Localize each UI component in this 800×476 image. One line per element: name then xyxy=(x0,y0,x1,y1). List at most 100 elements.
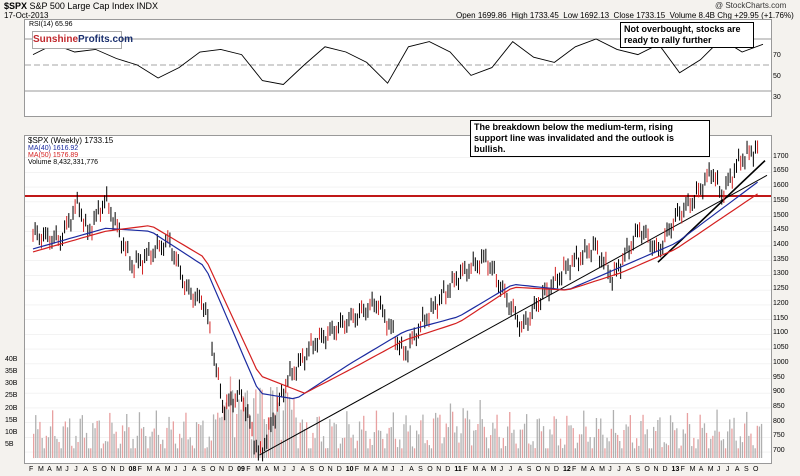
exchange: INDX xyxy=(136,1,158,11)
volume-bar xyxy=(487,448,490,458)
volume-bar xyxy=(538,418,540,458)
x-tick-label: J xyxy=(291,466,295,473)
volume-bar xyxy=(566,415,568,458)
x-tick-label: O xyxy=(427,466,433,473)
x-tick-label: J xyxy=(173,466,178,473)
volume-bar xyxy=(121,425,124,458)
quote-line: Open 1699.86 High 1733.45 Low 1692.13 Cl… xyxy=(456,11,794,20)
volume-bar xyxy=(303,428,306,458)
x-tick-label: J xyxy=(391,466,395,473)
symbol: $SPX xyxy=(4,1,28,11)
volume-bar xyxy=(45,435,47,458)
x-tick-label: D xyxy=(228,466,234,473)
price-tick: 750 xyxy=(773,432,785,440)
x-tick-label: S xyxy=(200,466,206,473)
x-tick-label: D xyxy=(445,466,451,473)
volume-bar xyxy=(733,417,735,458)
volume-bar xyxy=(401,448,403,458)
volume-bar xyxy=(380,430,382,458)
volume-bar xyxy=(441,443,443,458)
volume-bar xyxy=(739,436,741,458)
x-tick-label: D xyxy=(553,466,559,473)
volume-bar xyxy=(246,390,248,458)
price-tick: 800 xyxy=(773,417,785,425)
volume-bar xyxy=(530,444,532,458)
volume-bar xyxy=(551,434,553,458)
volume-bar xyxy=(337,448,339,458)
volume-bar xyxy=(100,448,102,458)
volume-bar xyxy=(250,439,253,458)
volume-bar xyxy=(549,429,551,458)
x-tick-label: M xyxy=(38,466,44,473)
volume-bar xyxy=(557,445,560,458)
volume-bar xyxy=(416,430,418,458)
price-tick: 1300 xyxy=(773,270,789,278)
volume-bar xyxy=(701,427,703,458)
volume-bar xyxy=(591,448,593,458)
volume-bar xyxy=(422,414,424,458)
volume-bar xyxy=(358,421,361,458)
x-tick-label: 12 xyxy=(562,466,571,473)
volume-bar xyxy=(720,440,722,458)
x-tick-label: S xyxy=(743,466,749,473)
x-tick-label: N xyxy=(653,466,659,473)
volume-bar xyxy=(737,448,739,458)
volume-bar xyxy=(483,426,485,458)
x-tick-label: A xyxy=(698,466,704,473)
volume-bar xyxy=(447,427,449,458)
volume-bar xyxy=(691,446,693,458)
x-tick-label: M xyxy=(273,466,280,473)
volume-bar xyxy=(564,444,566,458)
volume-bar xyxy=(655,431,657,458)
volume-bar xyxy=(754,448,756,458)
x-tick-label: J xyxy=(182,466,187,473)
x-tick-label: M xyxy=(146,466,153,473)
volume-bar xyxy=(724,448,727,458)
volume-bar xyxy=(456,426,458,458)
x-tick-label: N xyxy=(110,466,116,473)
volume-bar xyxy=(83,437,86,458)
x-tick-label: M xyxy=(472,466,479,473)
volume-bar xyxy=(356,440,358,458)
volume-bar xyxy=(348,424,350,458)
volume-bar xyxy=(536,419,538,458)
volume-bar xyxy=(672,422,674,458)
volume-bar xyxy=(657,420,659,458)
volume-bar xyxy=(160,444,162,458)
volume-bar xyxy=(752,445,754,458)
chart-date: 17-Oct-2013 xyxy=(4,11,49,20)
volume-bar xyxy=(191,445,193,458)
volume-bar xyxy=(75,435,77,458)
volume-bar xyxy=(394,438,397,458)
volume-bar xyxy=(659,417,661,458)
volume-bar xyxy=(388,427,390,458)
volume-bar xyxy=(346,411,348,458)
price-tick: 1100 xyxy=(773,329,789,337)
volume-bar xyxy=(545,448,547,458)
x-tick-label: N xyxy=(544,466,550,473)
volume-bar xyxy=(682,429,684,458)
volume-bar xyxy=(708,448,710,458)
x-tick-label: M xyxy=(707,466,714,473)
x-tick-label: A xyxy=(590,466,595,473)
volume-bar xyxy=(595,418,598,458)
volume-bar xyxy=(699,414,701,458)
volume-bar xyxy=(208,436,210,458)
volume-tick: 15B xyxy=(5,416,18,424)
long-term-support-line xyxy=(259,174,768,456)
volume-bar xyxy=(291,409,293,458)
x-tick-label: N xyxy=(436,466,442,473)
volume-bar xyxy=(697,439,699,458)
volume-bar xyxy=(128,427,130,458)
volume-bar xyxy=(289,397,291,458)
volume-bar xyxy=(335,424,337,458)
volume-bar xyxy=(619,441,621,458)
volume-bar xyxy=(225,402,227,458)
price-annotation: The breakdown below the medium-term, ris… xyxy=(470,120,710,157)
volume-bar xyxy=(646,429,648,458)
price-tick: 1200 xyxy=(773,299,789,307)
volume-bar xyxy=(94,428,96,458)
volume-bar xyxy=(418,434,420,458)
volume-bar xyxy=(638,445,640,458)
volume-bar xyxy=(712,435,714,458)
